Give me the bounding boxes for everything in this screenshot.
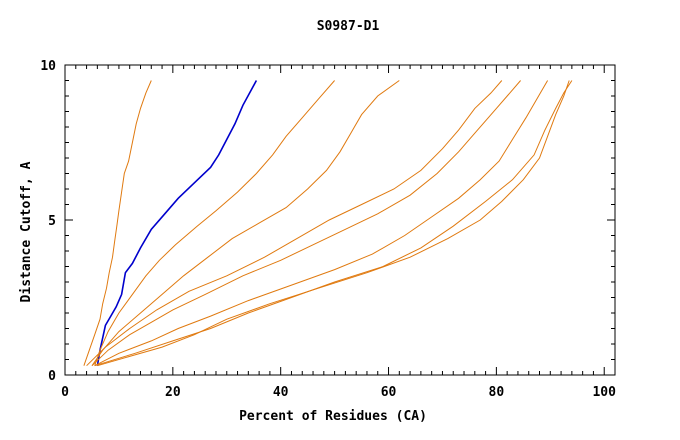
series-line-1	[83, 80, 152, 366]
y-tick-label: 0	[48, 369, 56, 384]
x-tick-label: 20	[165, 385, 181, 400]
series-layer	[83, 80, 573, 367]
chart-title: S0987-D1	[317, 19, 380, 34]
series-line-7	[94, 80, 549, 367]
x-axis-label: Percent of Residues (CA)	[239, 409, 427, 424]
x-tick-label: 0	[61, 385, 69, 400]
y-axis-label: Distance Cutoff, A	[19, 161, 34, 302]
series-line-6	[91, 80, 521, 367]
highlight-series-line	[96, 80, 258, 366]
x-tick-label: 40	[273, 385, 289, 400]
x-tick-label: 60	[381, 385, 397, 400]
series-line-9	[94, 80, 573, 367]
y-tick-label: 10	[40, 59, 56, 74]
series-line-4	[91, 80, 400, 366]
series-line-5	[86, 80, 503, 367]
axis-layer: 0 20 40 60 80 100 0 5 10	[40, 59, 616, 400]
series-line-3	[94, 80, 335, 366]
series-line-8	[97, 80, 570, 367]
x-tick-label: 80	[489, 385, 505, 400]
x-tick-label: 100	[592, 385, 616, 400]
y-tick-label: 5	[48, 214, 56, 229]
